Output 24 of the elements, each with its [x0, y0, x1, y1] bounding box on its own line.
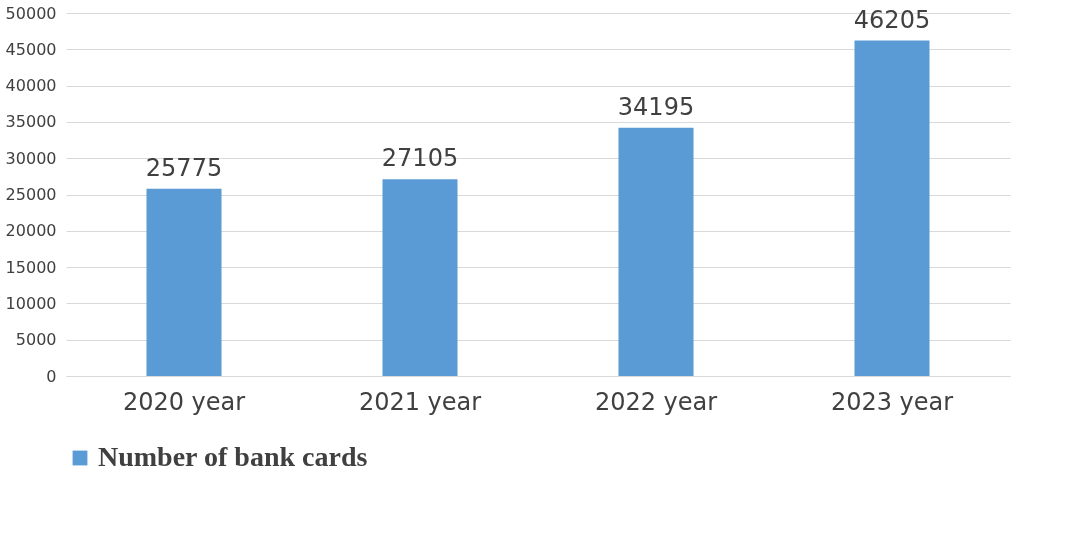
y-tick-label: 10000: [5, 293, 57, 313]
y-tick-label: 5000: [15, 330, 57, 350]
y-tick-label: 15000: [5, 257, 57, 277]
y-tick-label: 50000: [5, 3, 57, 23]
y-tick-label: 40000: [5, 76, 57, 96]
y-tick-label: 0: [46, 366, 57, 386]
bar: [382, 179, 458, 376]
y-tick-label: 30000: [5, 148, 57, 168]
data-label: 46205: [853, 5, 931, 34]
bar: [618, 127, 694, 376]
y-tick-label: 25000: [5, 185, 57, 204]
y-tick-label: 35000: [5, 112, 57, 132]
data-label: 25775: [145, 153, 223, 182]
y-tick-label: 20000: [5, 221, 57, 241]
data-label: 34195: [617, 92, 695, 121]
bar: [146, 188, 222, 376]
x-tick-label: 2022 year: [594, 387, 718, 416]
y-tick-label: 45000: [5, 39, 57, 59]
x-tick-label: 2023 year: [830, 387, 954, 416]
x-tick-label: 2020 year: [122, 387, 246, 416]
bar: [854, 40, 930, 376]
legend-label: Number of bank cards: [98, 441, 368, 472]
x-tick-label: 2021 year: [358, 387, 482, 416]
data-label: 27105: [381, 144, 459, 173]
